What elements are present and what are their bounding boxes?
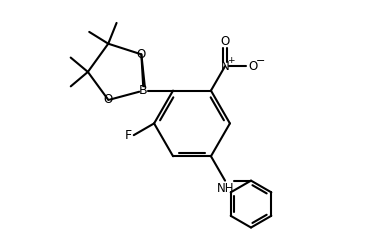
- Text: O: O: [248, 60, 257, 73]
- Text: O: O: [137, 48, 146, 61]
- Text: F: F: [124, 129, 132, 142]
- Text: O: O: [220, 35, 230, 48]
- Text: O: O: [104, 93, 113, 106]
- Text: B: B: [139, 84, 148, 97]
- Text: −: −: [255, 56, 265, 66]
- Text: NH: NH: [217, 182, 235, 195]
- Text: +: +: [227, 55, 235, 65]
- Text: N: N: [221, 60, 229, 73]
